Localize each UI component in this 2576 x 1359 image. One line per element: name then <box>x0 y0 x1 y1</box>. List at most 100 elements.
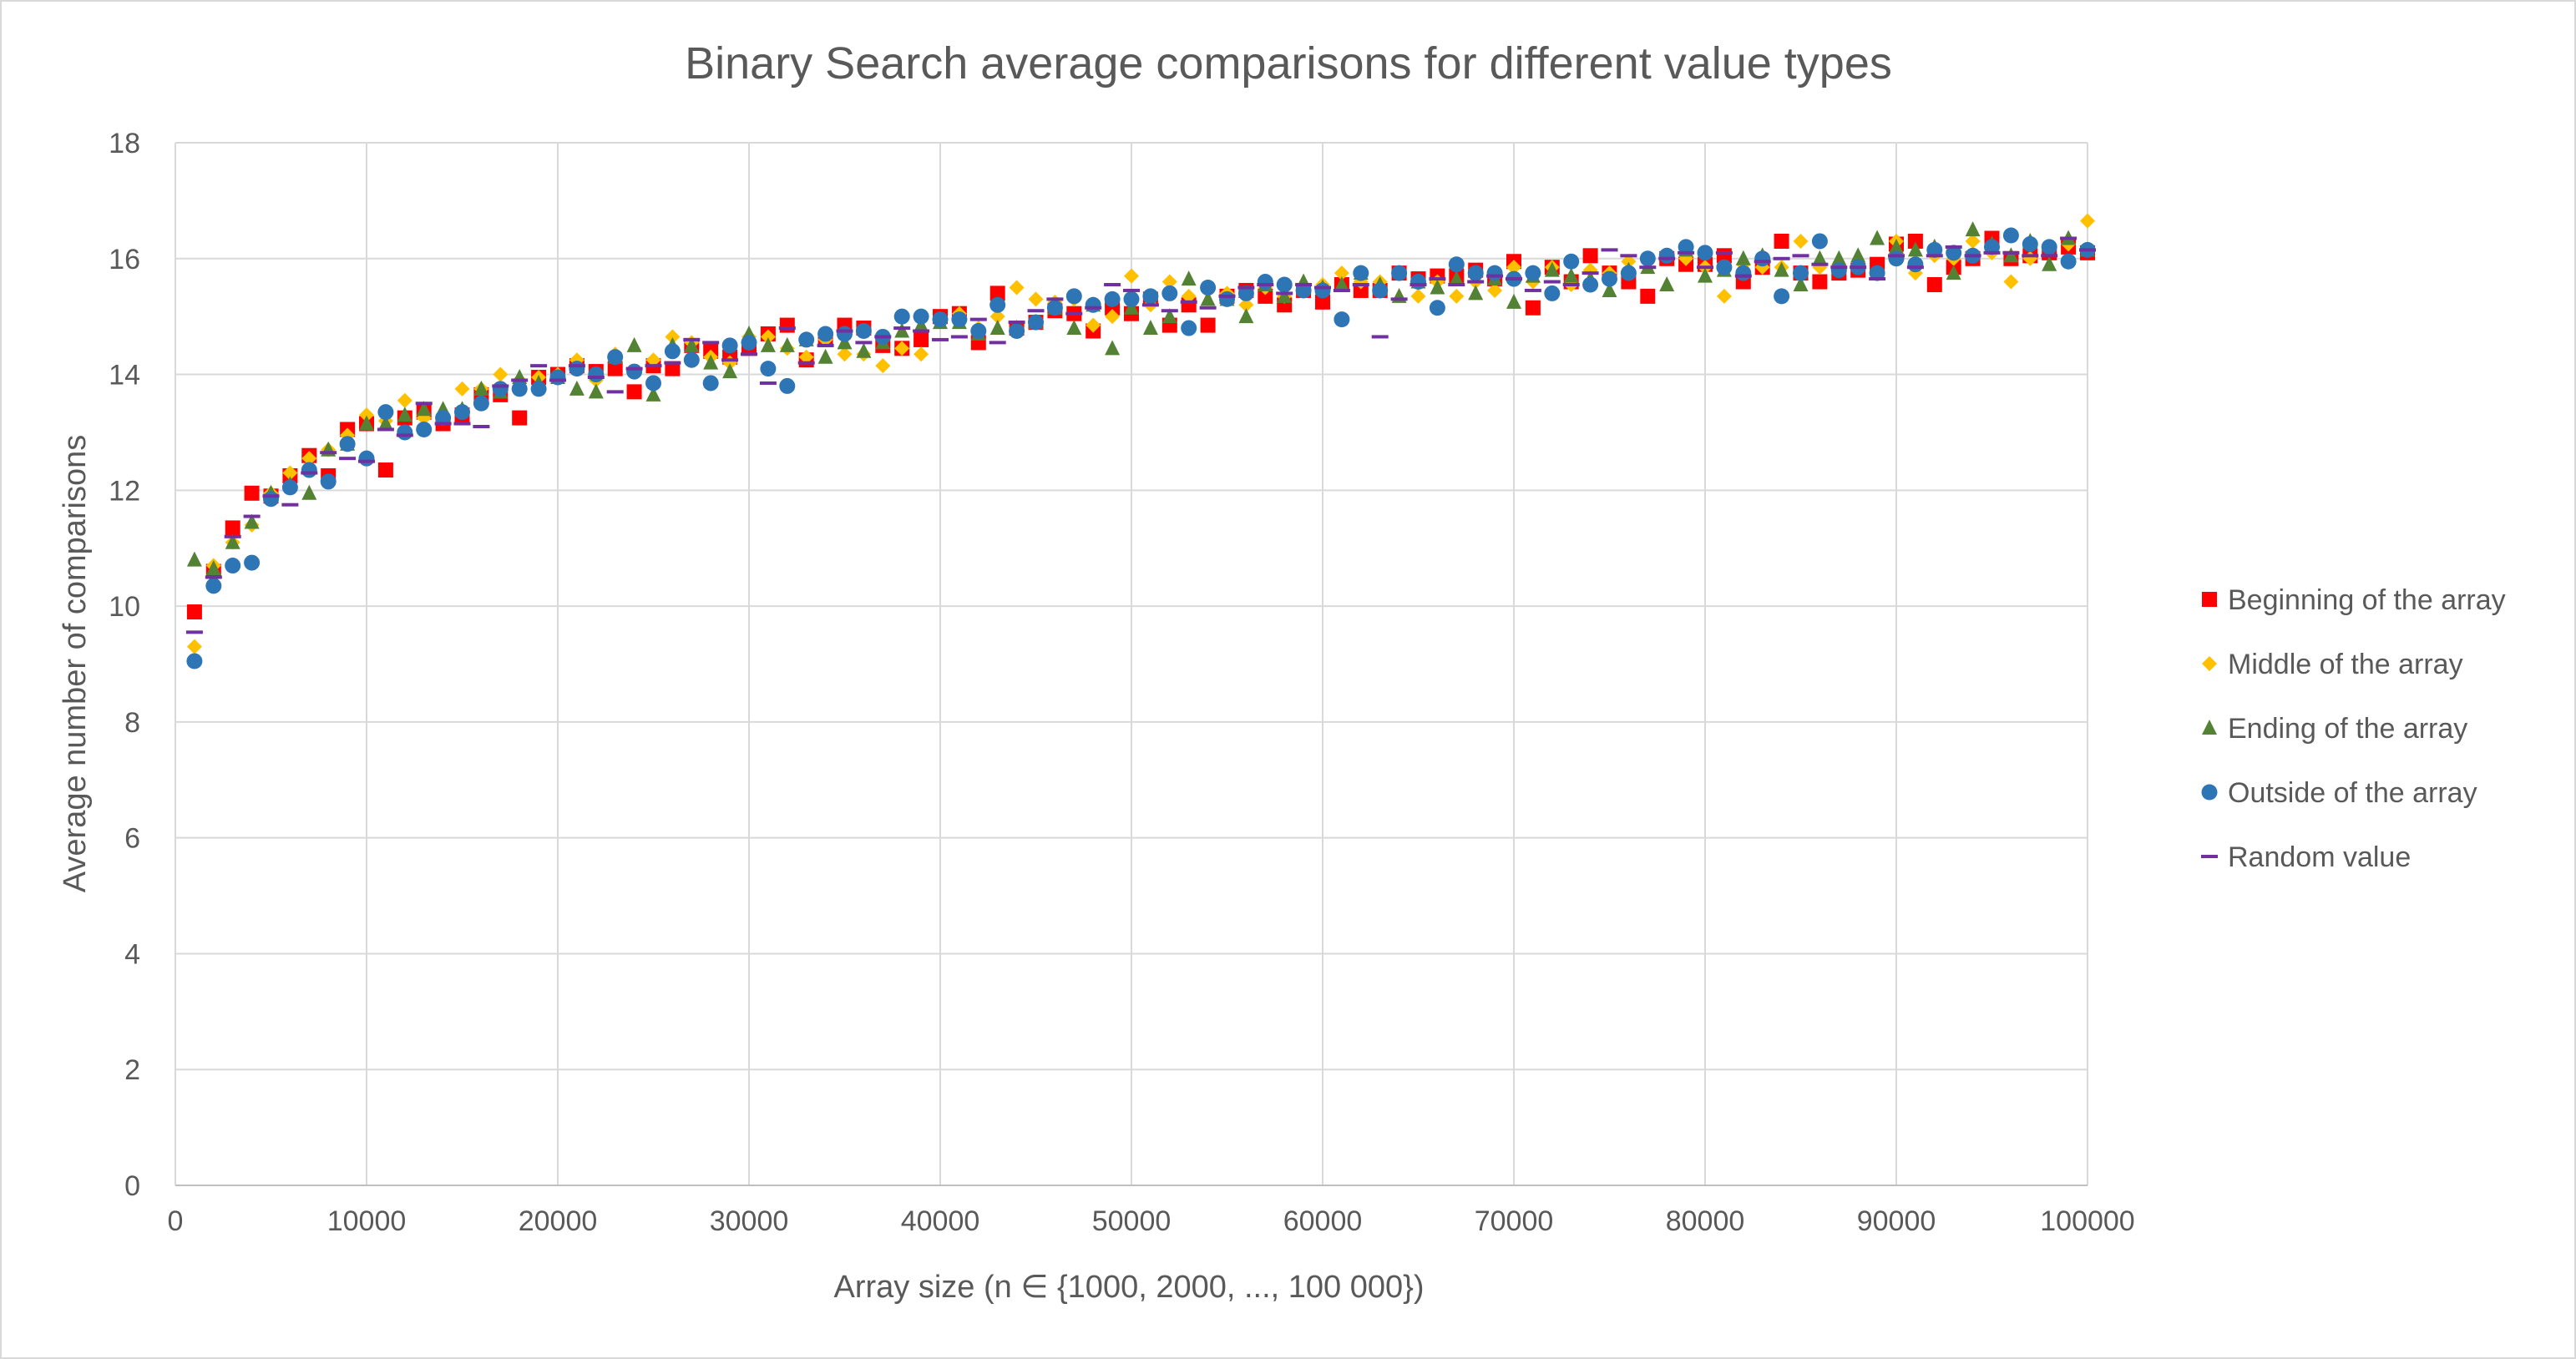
data-point <box>760 329 776 345</box>
data-point <box>415 402 433 406</box>
chart-title: Binary Search average comparisons for di… <box>685 38 1892 88</box>
data-point <box>1391 265 1408 281</box>
data-point <box>1620 254 1637 258</box>
data-point <box>281 503 299 507</box>
data-point <box>1906 265 1924 270</box>
data-point <box>1467 280 1485 284</box>
data-point <box>645 352 661 368</box>
data-point <box>894 341 910 356</box>
data-point <box>645 386 661 402</box>
axes: 0 2 4 6 8 10 12 14 16 18 0 10000 20000 30000 40000 5000… <box>109 128 2135 1237</box>
data-point <box>1238 297 1254 313</box>
data-point <box>358 450 375 467</box>
legend-item: Ending of the array <box>2202 713 2467 745</box>
data-point <box>1161 309 1178 313</box>
data-point <box>1066 320 1082 336</box>
data-point <box>1372 282 1389 299</box>
data-point <box>1620 265 1637 281</box>
data-point <box>301 451 317 467</box>
data-point <box>1410 288 1426 304</box>
data-point <box>1946 265 1961 280</box>
data-point <box>2002 227 2019 244</box>
data-point <box>186 551 202 567</box>
data-point <box>1352 283 1369 287</box>
data-point <box>875 358 891 374</box>
data-point <box>1811 262 1829 266</box>
data-point <box>1085 306 1102 310</box>
data-point <box>1811 233 1828 250</box>
data-marks <box>185 213 2096 669</box>
data-point <box>1371 335 1389 339</box>
data-point <box>358 459 375 463</box>
data-point <box>989 320 1005 336</box>
data-point <box>1888 254 1905 258</box>
data-point <box>626 336 642 352</box>
legend-marker <box>2201 855 2218 858</box>
data-point <box>1946 245 1962 261</box>
data-point <box>224 534 241 538</box>
data-point <box>1468 285 1484 301</box>
legend-item: Random value <box>2201 841 2411 873</box>
data-point <box>1105 309 1121 325</box>
data-point <box>759 381 777 385</box>
data-point <box>1295 283 1313 287</box>
series-2 <box>186 213 2095 654</box>
data-point <box>607 361 623 376</box>
data-point <box>779 377 796 394</box>
legend: Beginning of the array Middle of the arra… <box>2201 584 2506 873</box>
data-point <box>569 380 585 396</box>
data-point <box>1065 311 1083 316</box>
data-point <box>1448 256 1465 273</box>
data-point <box>1123 288 1140 292</box>
data-point <box>263 491 279 508</box>
data-point <box>683 337 701 341</box>
data-point <box>2079 248 2096 252</box>
x-tick-label: 100000 <box>2040 1205 2134 1237</box>
data-point <box>798 331 815 348</box>
data-point <box>1964 254 1981 258</box>
data-point <box>2002 250 2020 255</box>
data-point <box>282 465 298 481</box>
y-tick-label: 6 <box>124 823 140 855</box>
data-point <box>416 421 433 437</box>
data-point <box>225 520 240 536</box>
y-tick-label: 4 <box>124 938 140 970</box>
data-point <box>1181 320 1197 336</box>
data-point <box>855 323 872 340</box>
data-point <box>1830 265 1848 270</box>
data-point <box>721 337 738 354</box>
data-point <box>1716 259 1733 275</box>
data-point <box>665 329 681 345</box>
data-point <box>1678 250 1695 255</box>
data-point <box>396 433 413 437</box>
data-point <box>1907 241 1923 257</box>
data-point <box>454 404 470 421</box>
data-point <box>1506 293 1521 309</box>
data-point <box>1562 283 1580 287</box>
data-point <box>359 407 374 423</box>
data-point <box>1754 260 1771 264</box>
data-point <box>1735 250 1751 265</box>
data-point <box>951 311 968 328</box>
data-point <box>722 363 738 379</box>
data-point <box>950 335 968 339</box>
data-point <box>664 361 681 365</box>
data-point <box>1257 274 1273 290</box>
data-point <box>1161 274 1177 290</box>
data-point <box>1582 271 1599 275</box>
data-point <box>1104 283 1121 287</box>
data-point <box>645 364 662 368</box>
data-point <box>1582 248 1598 264</box>
data-point <box>837 326 853 342</box>
data-point <box>1698 267 1713 283</box>
data-point <box>512 410 528 426</box>
data-point <box>1315 294 1330 310</box>
data-point <box>185 630 203 634</box>
data-point <box>1697 245 1713 261</box>
data-point <box>243 514 261 518</box>
data-point <box>1142 320 1158 336</box>
data-point <box>225 533 240 549</box>
data-point <box>1754 250 1771 267</box>
